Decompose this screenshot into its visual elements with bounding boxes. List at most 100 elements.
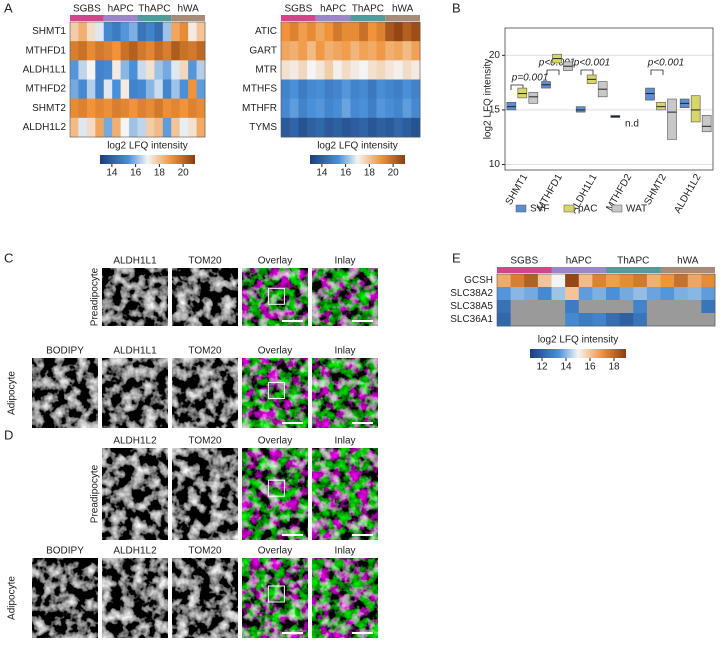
- heat-cell: [78, 41, 88, 61]
- heat-cell: [103, 79, 113, 100]
- heat-cell: [120, 79, 130, 100]
- heat-cell: [350, 22, 360, 42]
- group-label: ThAPC: [617, 256, 649, 267]
- group-bar: [350, 15, 386, 21]
- heat-cell: [687, 274, 702, 288]
- group-bar: [137, 15, 172, 21]
- heat-cell: [137, 117, 147, 138]
- heat-cell: [633, 300, 648, 314]
- heat-cell: [324, 22, 334, 42]
- heat-cell: [402, 117, 412, 138]
- box: [517, 87, 528, 99]
- group-bar: [70, 15, 104, 21]
- colorbar-tick-label: 14: [560, 362, 572, 373]
- heat-cell: [179, 41, 189, 61]
- y-tick-label: 20: [489, 50, 501, 61]
- heat-cell: [298, 98, 308, 119]
- colorbar: [310, 155, 405, 164]
- heat-cell: [179, 79, 189, 100]
- annotation: p<0.001: [647, 58, 684, 69]
- micrograph: [172, 558, 238, 638]
- heat-cell: [592, 274, 607, 288]
- heat-cell: [524, 313, 539, 327]
- box: [667, 98, 677, 140]
- heat-cell: [315, 98, 325, 119]
- heat-cell: [179, 98, 189, 119]
- group-bar: [103, 15, 138, 21]
- group-label: SGBS: [73, 4, 101, 15]
- group-label: hAPC: [108, 4, 134, 15]
- heat-cell: [578, 274, 593, 288]
- heat-cell: [307, 60, 317, 80]
- heat-cell: [497, 274, 512, 288]
- column-header: TOM20: [188, 346, 222, 357]
- colorbar-tick-label: 16: [130, 168, 142, 179]
- heat-cell: [120, 22, 130, 42]
- brackets: [510, 69, 664, 90]
- heat-cell: [524, 300, 539, 314]
- heat-cell: [307, 117, 317, 138]
- heat-cell: [393, 60, 404, 80]
- row-label: MTHFR: [242, 103, 277, 114]
- heat-cell: [376, 117, 386, 138]
- heat-cell: [367, 41, 377, 61]
- heat-cell: [341, 98, 351, 119]
- row-label: SLC38A5: [450, 301, 493, 312]
- heat-cell: [393, 22, 404, 42]
- group-bar: [606, 267, 661, 273]
- heat-cell: [411, 22, 421, 42]
- heat-cell: [402, 22, 412, 42]
- heat-cell: [315, 60, 325, 80]
- row-label: Preadipocyte: [90, 267, 101, 326]
- heat-cell: [376, 98, 386, 119]
- colorbar-title: log2 LFQ intensity: [538, 335, 619, 346]
- legend-swatch: [611, 204, 623, 213]
- heat-cell: [307, 98, 317, 119]
- heat-cell: [129, 60, 138, 80]
- heat-cell: [385, 117, 395, 138]
- box: [506, 101, 517, 111]
- heat-cell: [359, 60, 369, 80]
- column-header: ALDH1L2: [113, 546, 157, 557]
- micrograph: [32, 358, 98, 428]
- column-header: ALDH1L2: [113, 436, 157, 447]
- heat-cell: [120, 41, 130, 61]
- row-label: SHMT1: [32, 26, 66, 37]
- heat-cell: [289, 22, 299, 42]
- heat-cell: [112, 117, 122, 138]
- heat-cell: [171, 22, 181, 42]
- heat-cell: [537, 300, 552, 314]
- heat-cell: [402, 41, 412, 61]
- heat-cell: [376, 79, 386, 100]
- heat-cell: [129, 98, 138, 119]
- heat-cell: [402, 60, 412, 80]
- column-header: BODIPY: [46, 546, 84, 557]
- heat-cell: [171, 117, 181, 138]
- heat-cell: [120, 60, 130, 80]
- column-header: Overlay: [258, 256, 292, 267]
- heat-cell: [78, 60, 88, 80]
- heat-cell: [333, 98, 343, 119]
- heat-cell: [103, 98, 113, 119]
- heat-cell: [162, 117, 172, 138]
- heat-cell: [660, 300, 675, 314]
- heat-cell: [367, 117, 377, 138]
- heat-cell: [78, 117, 88, 138]
- heatmap-frame: [496, 273, 716, 327]
- colorbar: [530, 349, 626, 358]
- heat-cell: [359, 79, 369, 100]
- box: [645, 87, 655, 101]
- heat-cell: [376, 60, 386, 80]
- heat-cell: [137, 79, 147, 100]
- heat-cell: [70, 22, 79, 42]
- heat-cell: [551, 287, 566, 301]
- heat-cell: [687, 313, 702, 327]
- heat-cell: [315, 117, 325, 138]
- heat-cell: [606, 274, 621, 288]
- heat-cell: [393, 117, 404, 138]
- annotation: p<0.001: [573, 58, 610, 69]
- row-label: ALDH1L2: [23, 122, 67, 133]
- heat-cell: [385, 60, 395, 80]
- heat-cell: [350, 60, 360, 80]
- heat-cell: [188, 117, 197, 138]
